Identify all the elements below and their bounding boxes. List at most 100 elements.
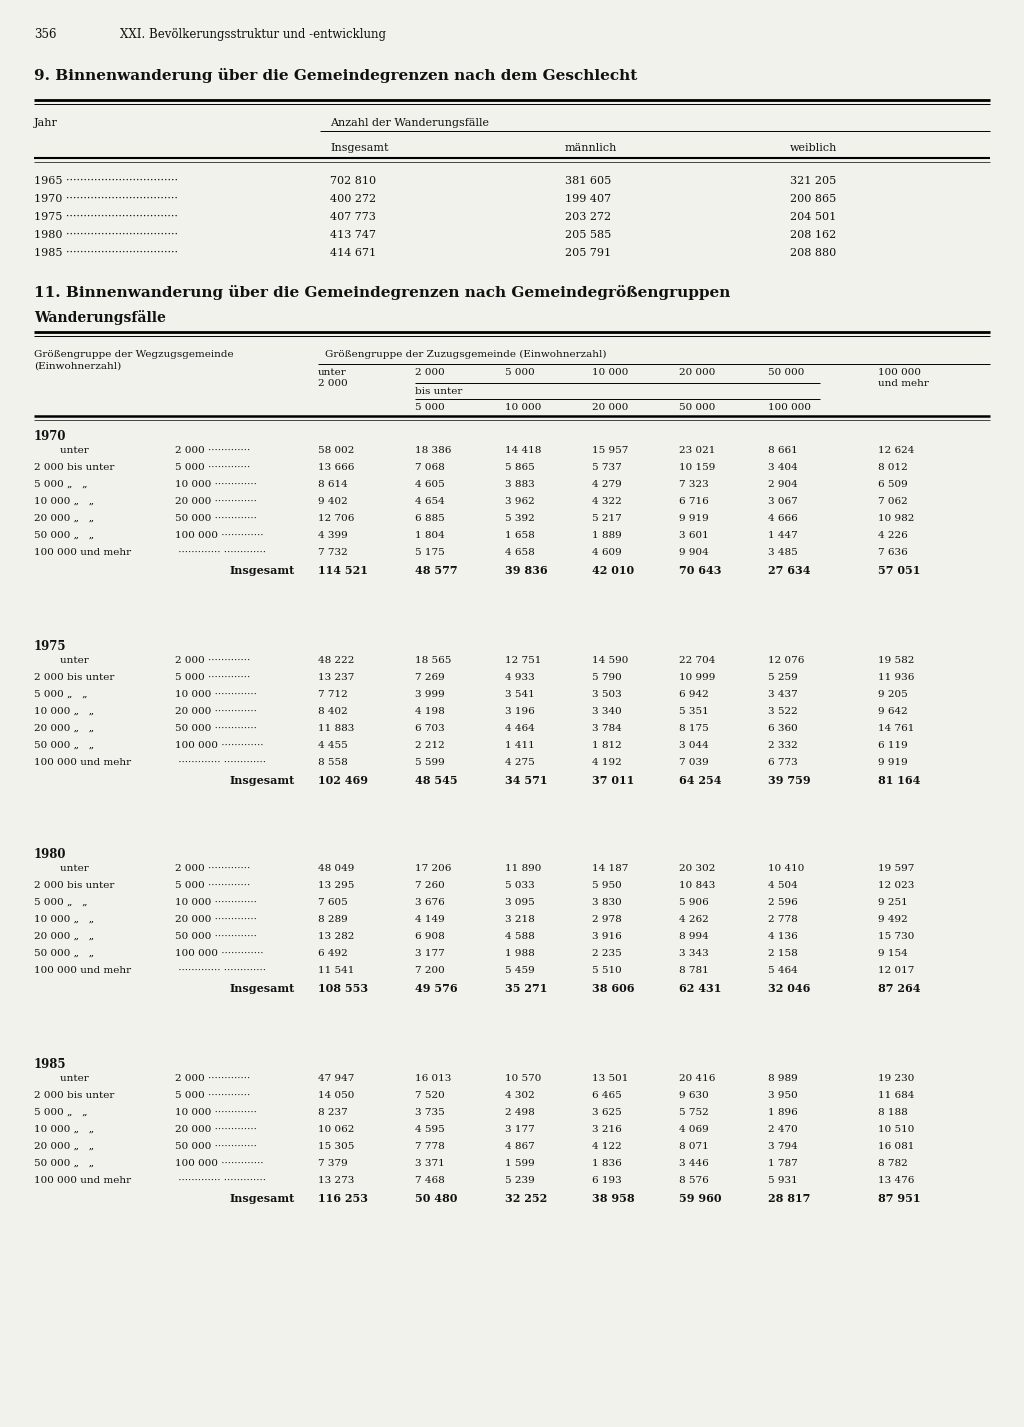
Text: 13 282: 13 282 (318, 932, 354, 940)
Text: 4 322: 4 322 (592, 497, 622, 507)
Text: 2 000 bis unter: 2 000 bis unter (34, 1092, 115, 1100)
Text: 5 000 „   „: 5 000 „ „ (34, 479, 87, 489)
Text: 16 013: 16 013 (415, 1075, 452, 1083)
Text: 9 630: 9 630 (679, 1092, 709, 1100)
Text: 8 576: 8 576 (679, 1176, 709, 1184)
Text: 12 076: 12 076 (768, 656, 805, 665)
Text: 1 447: 1 447 (768, 531, 798, 539)
Text: 3 503: 3 503 (592, 691, 622, 699)
Text: 3 340: 3 340 (592, 706, 622, 716)
Text: 7 468: 7 468 (415, 1176, 444, 1184)
Text: 407 773: 407 773 (330, 213, 376, 223)
Text: 2 596: 2 596 (768, 898, 798, 908)
Text: 1 896: 1 896 (768, 1107, 798, 1117)
Text: 5 217: 5 217 (592, 514, 622, 524)
Text: 4 933: 4 933 (505, 674, 535, 682)
Text: 9 642: 9 642 (878, 706, 907, 716)
Text: Wanderungsfälle: Wanderungsfälle (34, 310, 166, 325)
Text: 15 730: 15 730 (878, 932, 914, 940)
Text: 3 541: 3 541 (505, 691, 535, 699)
Text: 50 000 ·············: 50 000 ············· (175, 1142, 257, 1152)
Text: 1975: 1975 (34, 639, 67, 654)
Text: 38 958: 38 958 (592, 1193, 635, 1204)
Text: 8 071: 8 071 (679, 1142, 709, 1152)
Text: 5 000: 5 000 (505, 368, 535, 377)
Text: Größengruppe der Wegzugsgemeinde: Größengruppe der Wegzugsgemeinde (34, 350, 233, 360)
Text: 14 187: 14 187 (592, 863, 629, 873)
Text: 50 000 „   „: 50 000 „ „ (34, 741, 94, 751)
Text: 413 747: 413 747 (330, 230, 376, 240)
Text: 2 000: 2 000 (318, 380, 348, 388)
Text: 8 994: 8 994 (679, 932, 709, 940)
Text: 59 960: 59 960 (679, 1193, 722, 1204)
Text: 100 000 und mehr: 100 000 und mehr (34, 548, 131, 557)
Text: 50 480: 50 480 (415, 1193, 458, 1204)
Text: 208 162: 208 162 (790, 230, 837, 240)
Text: 5 175: 5 175 (415, 548, 444, 557)
Text: 50 000 „   „: 50 000 „ „ (34, 949, 94, 958)
Text: 4 658: 4 658 (505, 548, 535, 557)
Text: 4 609: 4 609 (592, 548, 622, 557)
Text: 4 504: 4 504 (768, 880, 798, 890)
Text: 27 634: 27 634 (768, 565, 811, 577)
Text: 48 222: 48 222 (318, 656, 354, 665)
Text: 48 049: 48 049 (318, 863, 354, 873)
Text: 205 585: 205 585 (565, 230, 611, 240)
Text: 6 773: 6 773 (768, 758, 798, 766)
Text: 3 446: 3 446 (679, 1159, 709, 1169)
Text: 116 253: 116 253 (318, 1193, 368, 1204)
Text: 14 050: 14 050 (318, 1092, 354, 1100)
Text: Insgesamt: Insgesamt (230, 1193, 295, 1204)
Text: 2 978: 2 978 (592, 915, 622, 925)
Text: 6 885: 6 885 (415, 514, 444, 524)
Text: 10 000 „   „: 10 000 „ „ (34, 915, 94, 925)
Text: 14 761: 14 761 (878, 723, 914, 733)
Text: Anzahl der Wanderungsfälle: Anzahl der Wanderungsfälle (330, 118, 489, 128)
Text: 4 069: 4 069 (679, 1124, 709, 1134)
Text: 19 597: 19 597 (878, 863, 914, 873)
Text: 1 812: 1 812 (592, 741, 622, 751)
Text: 7 323: 7 323 (679, 479, 709, 489)
Text: 4 399: 4 399 (318, 531, 348, 539)
Text: 11 684: 11 684 (878, 1092, 914, 1100)
Text: 23 021: 23 021 (679, 447, 716, 455)
Text: 9 492: 9 492 (878, 915, 907, 925)
Text: 321 205: 321 205 (790, 176, 837, 186)
Text: 3 371: 3 371 (415, 1159, 444, 1169)
Text: 1 804: 1 804 (415, 531, 444, 539)
Text: ············· ·············: ············· ············· (175, 758, 266, 766)
Text: 702 810: 702 810 (330, 176, 376, 186)
Text: 2 778: 2 778 (768, 915, 798, 925)
Text: 5 000 ·············: 5 000 ············· (175, 674, 250, 682)
Text: 8 188: 8 188 (878, 1107, 907, 1117)
Text: 4 666: 4 666 (768, 514, 798, 524)
Text: 20 000 ·············: 20 000 ············· (175, 497, 257, 507)
Text: 4 275: 4 275 (505, 758, 535, 766)
Text: 19 230: 19 230 (878, 1075, 914, 1083)
Text: 108 553: 108 553 (318, 983, 368, 995)
Text: 3 196: 3 196 (505, 706, 535, 716)
Text: 11 883: 11 883 (318, 723, 354, 733)
Text: 5 510: 5 510 (592, 966, 622, 975)
Text: 13 295: 13 295 (318, 880, 354, 890)
Text: unter: unter (34, 656, 89, 665)
Text: 3 625: 3 625 (592, 1107, 622, 1117)
Text: 4 226: 4 226 (878, 531, 907, 539)
Text: 3 883: 3 883 (505, 479, 535, 489)
Text: 5 464: 5 464 (768, 966, 798, 975)
Text: 1970 ································: 1970 ································ (34, 194, 178, 204)
Text: 7 068: 7 068 (415, 462, 444, 472)
Text: 3 916: 3 916 (592, 932, 622, 940)
Text: 81 164: 81 164 (878, 775, 921, 786)
Text: 20 000 „   „: 20 000 „ „ (34, 1142, 94, 1152)
Text: 8 782: 8 782 (878, 1159, 907, 1169)
Text: und mehr: und mehr (878, 380, 929, 388)
Text: 100 000 und mehr: 100 000 und mehr (34, 966, 131, 975)
Text: 10 000 ·············: 10 000 ············· (175, 898, 257, 908)
Text: 4 122: 4 122 (592, 1142, 622, 1152)
Text: unter: unter (34, 447, 89, 455)
Text: 3 216: 3 216 (592, 1124, 622, 1134)
Text: 5 950: 5 950 (592, 880, 622, 890)
Text: 8 781: 8 781 (679, 966, 709, 975)
Text: 4 867: 4 867 (505, 1142, 535, 1152)
